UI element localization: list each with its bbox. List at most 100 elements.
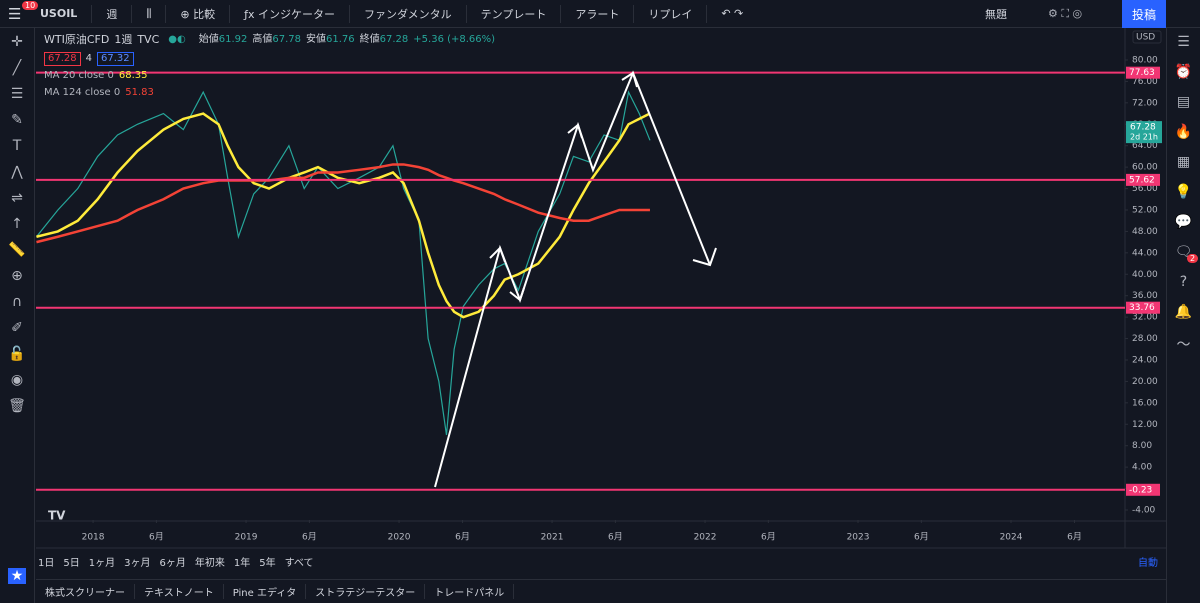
hotlists[interactable]: 🔥: [1174, 124, 1193, 140]
hline-label: 57.62: [1129, 175, 1155, 185]
indicator-value: 68.35: [118, 70, 148, 81]
auto-scale[interactable]: 自動: [1138, 558, 1158, 569]
ohlc-label: 始値: [198, 34, 219, 45]
y-tick-label: 80.00: [1132, 55, 1158, 65]
bottom-tab[interactable]: ストラテジーテスター: [306, 584, 426, 599]
tool-magnet[interactable]: ∩: [11, 294, 23, 310]
range-button[interactable]: 3ヶ月: [124, 557, 151, 569]
chats[interactable]: 💬: [1174, 214, 1193, 230]
current-price: 67.28: [1130, 123, 1156, 133]
tool-fib[interactable]: ☰: [10, 86, 24, 102]
arrow-head: [509, 287, 525, 302]
bottom-tab[interactable]: テキストノート: [135, 584, 224, 599]
side-badge[interactable]: 2: [1187, 254, 1199, 263]
notification-badge[interactable]: 10: [22, 1, 39, 10]
y-tick-label: 64.00: [1132, 141, 1158, 151]
indicators-label[interactable]: インジケーター: [257, 7, 335, 21]
bottom-tab[interactable]: トレードパネル: [425, 584, 515, 599]
tool-lock-draw[interactable]: ✐: [11, 320, 23, 336]
hline-label: 77.63: [1129, 68, 1155, 78]
ma-line: [36, 112, 651, 319]
bid[interactable]: 67.28: [44, 51, 81, 66]
y-tick-label: 40.00: [1132, 270, 1158, 280]
interval[interactable]: 週: [106, 7, 118, 21]
menu-icon[interactable]: ☰: [8, 4, 22, 23]
tool-zoom[interactable]: ⊕: [11, 268, 23, 284]
replay[interactable]: リプレイ: [648, 7, 693, 21]
arrow-head: [567, 123, 583, 139]
x-tick-label: 6月: [455, 532, 470, 543]
range-button[interactable]: 5年: [259, 557, 276, 569]
range-button[interactable]: 年初来: [194, 557, 225, 569]
tool-trash[interactable]: 🗑: [8, 398, 26, 414]
data-window[interactable]: ▤: [1176, 94, 1191, 110]
settings-icons[interactable]: ⚙ ⛶ ◎: [1048, 6, 1083, 20]
currency-box[interactable]: [1132, 30, 1162, 44]
legend-exchange: TVC: [137, 33, 160, 46]
y-tick-label: 44.00: [1132, 248, 1158, 258]
range-button[interactable]: 6ヶ月: [159, 557, 186, 569]
bottom-tabs: 株式スクリーナー テキストノート Pine エディタ ストラテジーテスター トレードパネ…: [36, 579, 1166, 603]
range-button[interactable]: 1日: [38, 557, 55, 569]
range-buttons: 1日 5日 1ヶ月 3ヶ月 6ヶ月 年初来 1年 5年 すべて: [38, 552, 314, 570]
y-tick-label: 24.00: [1132, 355, 1158, 365]
plot-area: [35, 71, 1125, 491]
bottom-tab[interactable]: Pine エディタ: [224, 584, 307, 599]
ohlc-label: 高値: [252, 34, 273, 45]
tool-icon[interactable]: ↑: [11, 216, 23, 232]
ohlc-value: 61.76: [326, 34, 355, 45]
y-tick-label: 76.00: [1132, 77, 1158, 87]
alerts[interactable]: ⏰: [1174, 64, 1193, 80]
publish-button[interactable]: 投稿: [1122, 0, 1166, 28]
compare-label[interactable]: 比較: [193, 7, 216, 21]
compare[interactable]: ⊕ 比較: [180, 7, 216, 21]
tool-pattern[interactable]: ⋀: [11, 164, 23, 180]
help[interactable]: ?: [1179, 274, 1188, 290]
right-sidebar: ☰ ⏰ ▤ 🔥 ▦ 💡 💬 2 🗨? 🔔 〜: [1166, 28, 1200, 603]
y-tick-label: 72.00: [1132, 98, 1158, 108]
ohlc-label: 安値: [306, 34, 326, 45]
fundamentals[interactable]: ファンダメンタル: [363, 7, 452, 21]
tool-star[interactable]: ★: [7, 568, 27, 584]
layout-name[interactable]: 無題: [985, 7, 1007, 21]
x-tick-label: 6月: [608, 532, 623, 543]
ma-line: [36, 163, 650, 244]
y-tick-label: 52.00: [1132, 205, 1158, 215]
x-tick-label: 2021: [541, 533, 564, 543]
change: +5.36 (+8.66%): [413, 34, 496, 45]
ideas[interactable]: 💡: [1174, 184, 1193, 200]
tool-predict[interactable]: ⇌: [11, 190, 23, 206]
notifications[interactable]: 🔔: [1174, 304, 1193, 320]
range-button[interactable]: 1ヶ月: [88, 557, 116, 569]
chart-style[interactable]: ⫼: [146, 6, 152, 20]
tool-brush[interactable]: ✎: [11, 112, 23, 128]
symbol[interactable]: USOIL: [40, 7, 78, 20]
bid-ask: 67.28 4 67.32: [44, 50, 495, 67]
tool-text[interactable]: T: [12, 138, 22, 154]
y-tick-label: -4.00: [1132, 505, 1156, 515]
currency[interactable]: USD: [1136, 33, 1155, 43]
undo[interactable]: ↶ ↷: [721, 7, 744, 20]
watchlist[interactable]: ☰: [1177, 34, 1190, 50]
tool-trend[interactable]: ╱: [12, 60, 22, 76]
hline-label-box: [1126, 483, 1160, 496]
indicators[interactable]: ƒx インジケーター: [244, 7, 335, 21]
ask[interactable]: 67.32: [97, 51, 134, 66]
tool-cursor[interactable]: ✛: [11, 34, 23, 50]
range-button[interactable]: 5日: [63, 557, 80, 569]
bottom-tab[interactable]: 株式スクリーナー: [36, 584, 135, 599]
tool-lock[interactable]: 🔓: [8, 346, 26, 362]
calendar[interactable]: ▦: [1176, 154, 1191, 170]
signals[interactable]: 〜: [1176, 337, 1191, 353]
market-status: ●◐: [168, 34, 186, 45]
templates[interactable]: テンプレート: [480, 7, 547, 21]
price-label-box: [1126, 121, 1162, 144]
y-tick-label: 8.00: [1132, 441, 1152, 451]
tool-eye[interactable]: ◉: [10, 372, 24, 388]
tool-ruler[interactable]: 📏: [8, 242, 26, 258]
x-tick-label: 2020: [388, 533, 411, 543]
range-button[interactable]: すべて: [284, 557, 314, 569]
alert[interactable]: アラート: [575, 7, 620, 21]
range-button[interactable]: 1年: [233, 557, 251, 569]
